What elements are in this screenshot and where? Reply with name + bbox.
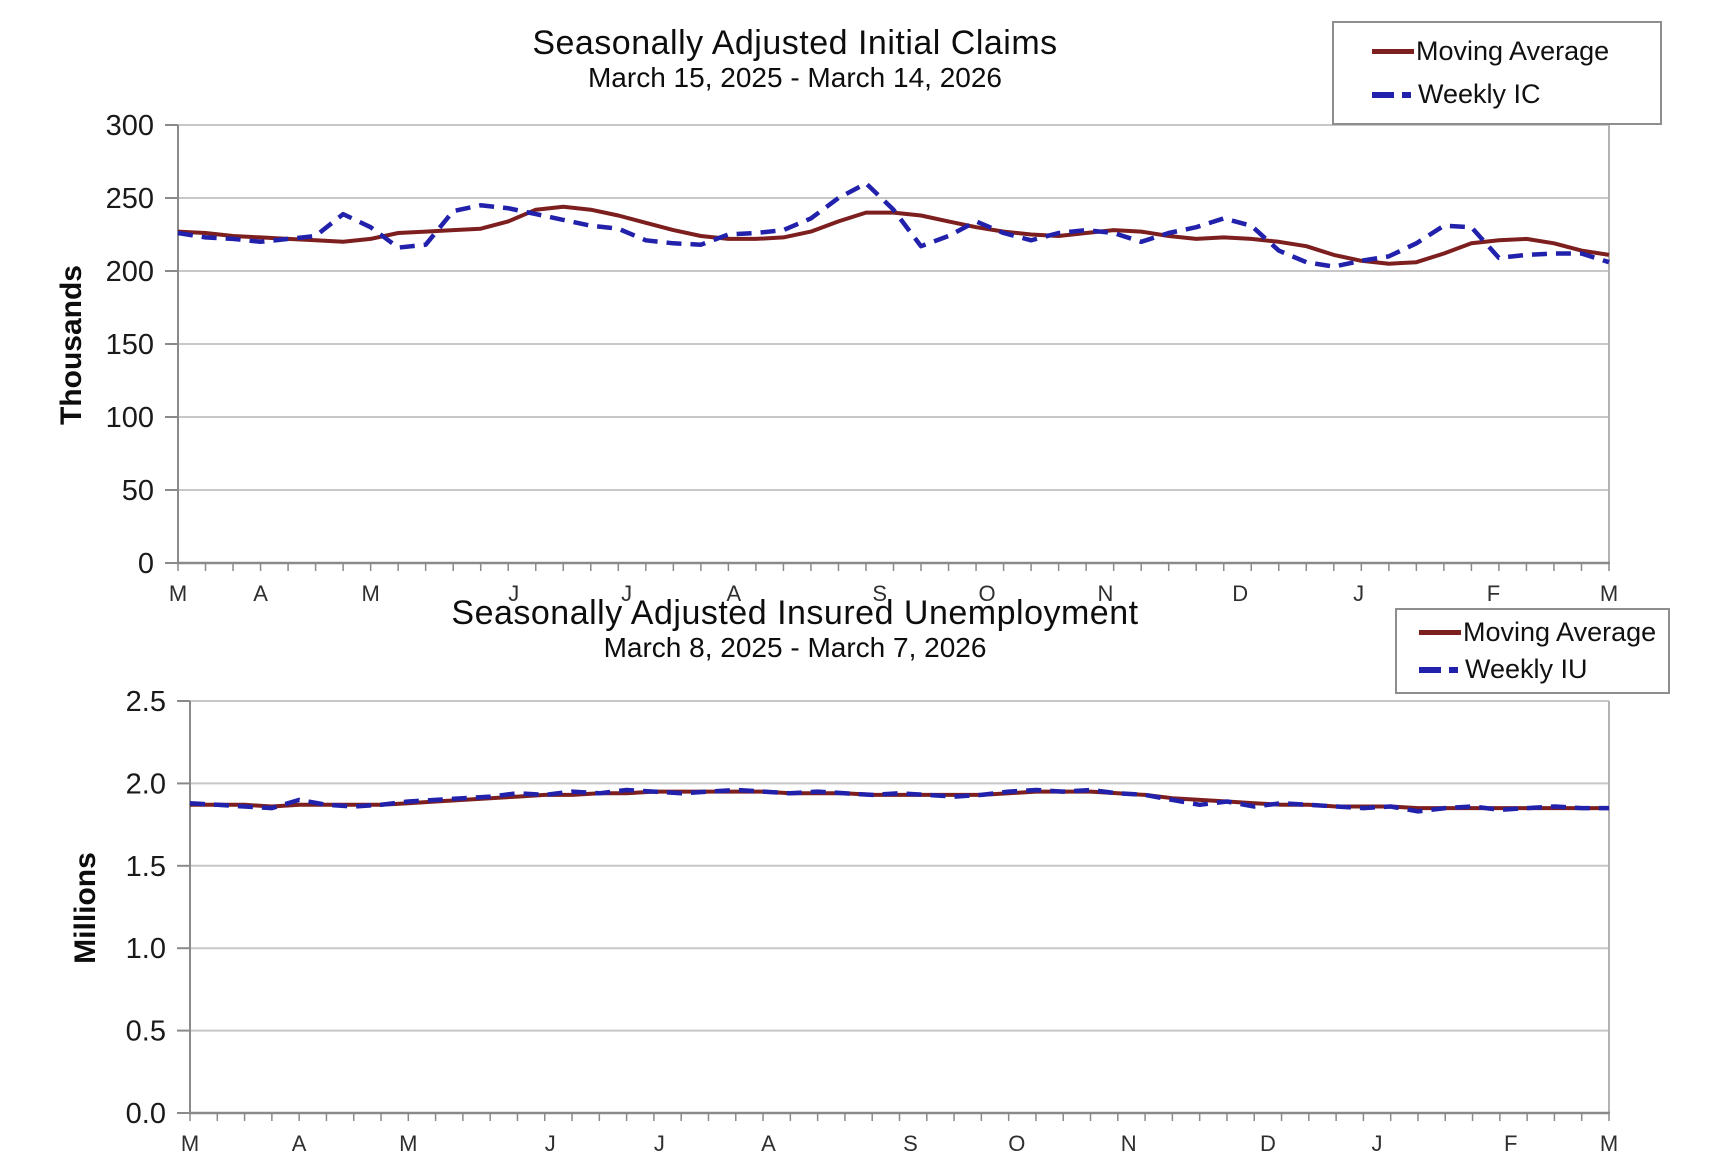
legend-label: Weekly IC	[1418, 79, 1541, 110]
x-month-label: M	[361, 581, 379, 606]
legend-label: Weekly IU	[1465, 654, 1588, 685]
weekly-iu-line	[189, 787, 1609, 814]
y-axis-label-millions: Millions	[69, 852, 102, 964]
y-tick-label: 300	[106, 110, 154, 142]
chart-subtitle: March 8, 2025 - March 7, 2026	[603, 632, 987, 663]
weekly-dashed-line-icon	[1372, 91, 1416, 98]
moving-average-line-icon	[1419, 629, 1461, 635]
x-month-label: D	[1232, 581, 1248, 606]
x-month-label: N	[1121, 1131, 1137, 1156]
x-month-label: J	[1353, 581, 1364, 606]
y-tick-label: 1.5	[126, 851, 166, 883]
x-month-label: M	[181, 1131, 199, 1156]
x-month-label: A	[761, 1131, 776, 1156]
x-month-label: J	[1372, 1131, 1383, 1156]
y-tick-label: 1.0	[126, 933, 166, 965]
x-month-label: M	[399, 1131, 417, 1156]
x-month-label: A	[253, 581, 268, 606]
y-tick-label: 2.0	[126, 768, 166, 800]
x-month-label: O	[1008, 1131, 1025, 1156]
weekly-ic-line	[177, 181, 1610, 269]
y-tick-label: 0	[138, 548, 154, 580]
x-month-label: J	[654, 1131, 665, 1156]
legend-item-moving-average: Moving Average	[1372, 36, 1660, 67]
x-month-label: M	[1600, 581, 1618, 606]
chart-subtitle: March 15, 2025 - March 14, 2026	[587, 62, 1002, 93]
legend-item-weekly-ic: Weekly IC	[1372, 79, 1660, 110]
legend-item-moving-average: Moving Average	[1419, 617, 1668, 648]
y-tick-label: 250	[106, 183, 154, 215]
x-month-label: M	[1600, 1131, 1618, 1156]
y-tick-label: 200	[106, 256, 154, 288]
x-month-label: M	[169, 581, 187, 606]
x-month-label: S	[903, 1131, 918, 1156]
y-tick-label: 0.0	[126, 1098, 166, 1130]
chart-title: Seasonally Adjusted Insured Unemployment	[451, 594, 1139, 632]
x-month-label: N	[1097, 581, 1113, 606]
insured-unemployment-legend: Moving Average Weekly IU	[1395, 608, 1670, 694]
x-month-label: J	[508, 581, 519, 606]
initial-claims-title-block: Seasonally Adjusted Initial Claims March…	[0, 24, 1590, 94]
moving-average-line-icon	[1372, 48, 1414, 54]
chart-title: Seasonally Adjusted Initial Claims	[532, 24, 1058, 62]
y-tick-label: 2.5	[126, 686, 166, 718]
y-tick-label: 0.5	[126, 1016, 166, 1048]
weekly-dashed-line-icon	[1419, 666, 1463, 673]
x-month-label: A	[292, 1131, 307, 1156]
x-month-label: F	[1487, 581, 1500, 606]
legend-label: Moving Average	[1463, 616, 1657, 647]
x-month-label: J	[621, 581, 632, 606]
legend-item-weekly-iu: Weekly IU	[1419, 654, 1668, 685]
y-tick-label: 50	[122, 475, 154, 507]
y-tick-label: 100	[106, 402, 154, 434]
x-month-label: D	[1260, 1131, 1276, 1156]
x-month-label: O	[979, 581, 996, 606]
initial-claims-legend: Moving Average Weekly IC	[1332, 21, 1662, 125]
y-tick-label: 150	[106, 329, 154, 361]
x-month-label: J	[545, 1131, 556, 1156]
x-month-label: S	[872, 581, 887, 606]
x-month-label: A	[727, 581, 742, 606]
x-month-label: F	[1504, 1131, 1517, 1156]
legend-label: Moving Average	[1416, 35, 1610, 66]
insured-unemployment-title-block: Seasonally Adjusted Insured Unemployment…	[0, 594, 1590, 664]
